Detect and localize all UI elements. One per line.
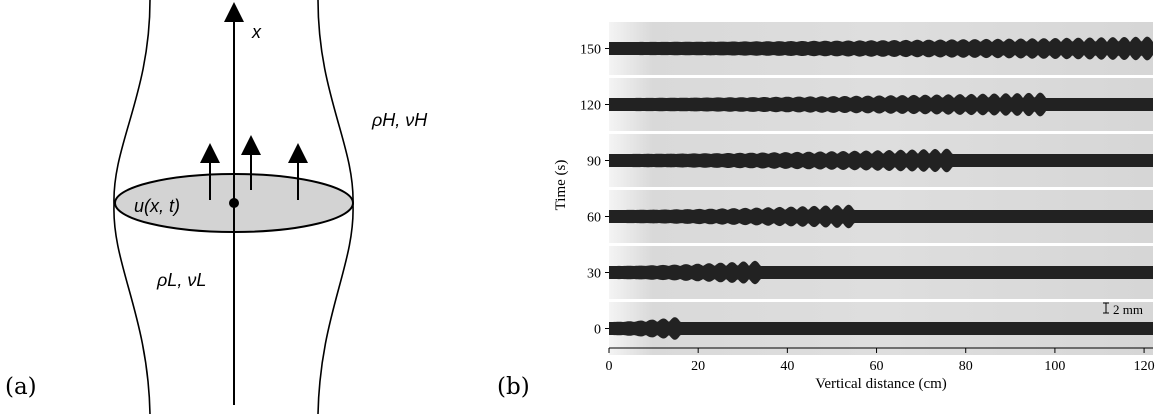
x-axis-label: x <box>251 22 262 42</box>
panel-b-label: (b) <box>497 374 530 400</box>
x-tick-label-120: 120 <box>1134 359 1155 374</box>
panel-a-label: (a) <box>5 374 37 400</box>
y-tick-label-90: 90 <box>587 155 601 170</box>
filament-60 <box>609 204 1153 229</box>
y-tick-label-120: 120 <box>580 99 601 114</box>
heavy-fluid-label: ρH, νH <box>371 110 428 130</box>
panel-a-diagram: x u(x, t) ρH, νH ρL, νL <box>113 0 428 414</box>
filament-30 <box>609 260 1153 285</box>
center-point <box>229 198 239 208</box>
strip-row-120 <box>609 78 1153 131</box>
y-tick-label-150: 150 <box>580 43 601 58</box>
x-axis-title: Vertical distance (cm) <box>815 376 947 392</box>
panel-b-chart: Time (s) Vertical distance (cm) 2 mm 150… <box>553 22 1155 392</box>
filament-90 <box>609 148 1153 173</box>
strip-row-0 <box>609 302 1153 355</box>
strip-row-60 <box>609 190 1153 243</box>
x-tick-label-20: 20 <box>691 359 705 374</box>
x-tick-label-0: 0 <box>606 359 613 374</box>
scale-bar-label: 2 mm <box>1113 302 1143 317</box>
y-tick-label-0: 0 <box>594 323 601 338</box>
strip-row-30 <box>609 246 1153 299</box>
y-tick-label-60: 60 <box>587 211 601 226</box>
x-tick-label-40: 40 <box>780 359 794 374</box>
strip-row-90 <box>609 134 1153 187</box>
filament-120 <box>609 92 1153 117</box>
light-fluid-label: ρL, νL <box>156 270 206 290</box>
filament-150 <box>609 36 1153 61</box>
y-tick-label-30: 30 <box>587 267 601 282</box>
x-tick-label-100: 100 <box>1044 359 1065 374</box>
strip-row-150 <box>609 22 1153 75</box>
y-axis-title: Time (s) <box>553 160 569 211</box>
filament-0 <box>609 317 1153 340</box>
velocity-label: u(x, t) <box>134 196 180 216</box>
x-tick-label-60: 60 <box>870 359 884 374</box>
tube-left-wall <box>113 0 151 414</box>
x-tick-label-80: 80 <box>959 359 973 374</box>
